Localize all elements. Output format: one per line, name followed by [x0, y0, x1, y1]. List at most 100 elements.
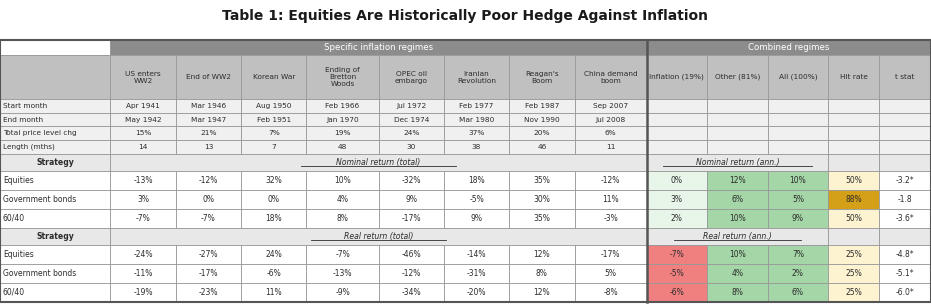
Bar — [574, 283, 647, 302]
Text: 9%: 9% — [470, 214, 482, 223]
Bar — [444, 209, 509, 228]
Text: Mar 1947: Mar 1947 — [191, 117, 226, 123]
Bar — [768, 245, 829, 264]
Text: 5%: 5% — [792, 195, 804, 204]
Text: 35%: 35% — [533, 176, 550, 185]
Text: 6%: 6% — [605, 130, 616, 136]
Bar — [768, 113, 829, 127]
Bar — [0, 171, 111, 190]
Text: Hit rate: Hit rate — [840, 74, 868, 80]
Text: 32%: 32% — [265, 176, 282, 185]
Bar — [111, 127, 176, 140]
Bar — [241, 264, 306, 283]
Text: -6%: -6% — [669, 288, 684, 297]
Bar — [379, 140, 444, 154]
Bar — [0, 228, 111, 245]
Bar — [768, 209, 829, 228]
Text: 21%: 21% — [200, 130, 217, 136]
Bar — [241, 55, 306, 99]
Bar — [444, 55, 509, 99]
Bar — [0, 154, 111, 171]
Bar — [647, 190, 708, 209]
Bar — [768, 283, 829, 302]
Bar — [379, 55, 444, 99]
Bar — [444, 99, 509, 113]
Bar — [0, 113, 111, 127]
Bar — [0, 40, 931, 302]
Bar — [879, 113, 931, 127]
Bar — [879, 140, 931, 154]
Text: 10%: 10% — [334, 176, 351, 185]
Bar — [509, 283, 574, 302]
Text: Equities: Equities — [3, 176, 34, 185]
Bar — [829, 99, 879, 113]
Bar — [768, 245, 829, 264]
Bar — [574, 140, 647, 154]
Bar — [379, 209, 444, 228]
Bar — [379, 264, 444, 283]
Bar — [444, 99, 509, 113]
Bar — [306, 245, 379, 264]
Bar — [241, 113, 306, 127]
Bar — [829, 127, 879, 140]
Bar — [176, 113, 241, 127]
Bar — [829, 171, 879, 190]
Text: -7%: -7% — [201, 214, 216, 223]
Bar — [647, 209, 708, 228]
Bar — [829, 171, 879, 190]
Text: 60/40: 60/40 — [3, 288, 25, 297]
Bar — [379, 99, 444, 113]
Text: 10%: 10% — [789, 176, 806, 185]
Bar — [509, 171, 574, 190]
Bar — [879, 171, 931, 190]
Text: -5%: -5% — [669, 269, 684, 278]
Text: Government bonds: Government bonds — [3, 195, 76, 204]
Bar — [509, 209, 574, 228]
Text: 12%: 12% — [533, 288, 550, 297]
Bar — [768, 264, 829, 283]
Bar — [176, 127, 241, 140]
Text: -5.1*: -5.1* — [896, 269, 914, 278]
Bar — [768, 190, 829, 209]
Bar — [111, 209, 176, 228]
Text: 8%: 8% — [536, 269, 547, 278]
Bar — [379, 283, 444, 302]
Text: 2%: 2% — [792, 269, 803, 278]
Bar — [379, 245, 444, 264]
Bar — [708, 113, 768, 127]
Text: -34%: -34% — [401, 288, 421, 297]
Bar — [829, 264, 879, 283]
Bar — [241, 113, 306, 127]
Bar — [574, 245, 647, 264]
Bar — [829, 209, 879, 228]
Bar — [708, 264, 768, 283]
Text: -6%: -6% — [266, 269, 281, 278]
Bar — [647, 264, 708, 283]
Text: End of WW2: End of WW2 — [186, 74, 231, 80]
Text: -5%: -5% — [469, 195, 484, 204]
Bar — [111, 154, 647, 171]
Bar — [647, 228, 829, 245]
Bar — [241, 190, 306, 209]
Text: 10%: 10% — [729, 250, 746, 259]
Bar — [111, 171, 176, 190]
Text: Nominal return (ann.): Nominal return (ann.) — [695, 158, 779, 167]
Bar — [768, 127, 829, 140]
Bar — [444, 140, 509, 154]
Bar — [241, 140, 306, 154]
Bar — [647, 140, 708, 154]
Bar — [0, 127, 111, 140]
Bar — [379, 140, 444, 154]
Bar — [879, 55, 931, 99]
Text: 7: 7 — [272, 144, 277, 150]
Text: -19%: -19% — [133, 288, 153, 297]
Bar — [647, 127, 708, 140]
Text: US enters
WW2: US enters WW2 — [126, 70, 161, 84]
Bar — [111, 190, 176, 209]
Bar — [509, 127, 574, 140]
Bar — [647, 245, 708, 264]
Text: 12%: 12% — [533, 250, 550, 259]
Bar — [306, 55, 379, 99]
Bar — [768, 127, 829, 140]
Bar — [708, 245, 768, 264]
